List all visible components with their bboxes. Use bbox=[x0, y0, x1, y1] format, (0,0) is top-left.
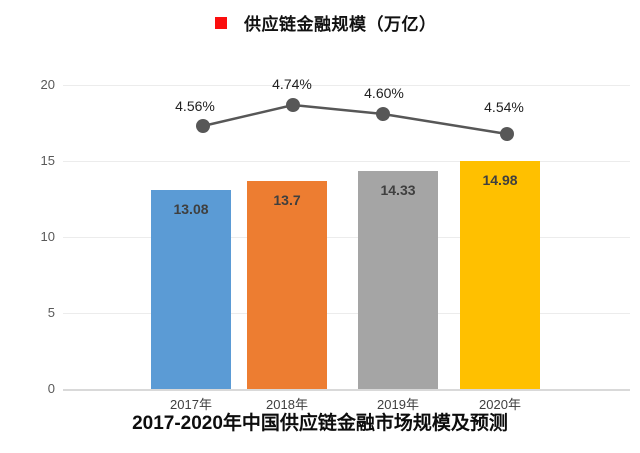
bar bbox=[247, 181, 327, 389]
bar bbox=[151, 190, 231, 389]
y-tick-label: 5 bbox=[47, 305, 55, 320]
growth-line-point bbox=[376, 107, 390, 121]
y-tick-label: 0 bbox=[47, 381, 55, 396]
growth-rate-line bbox=[202, 103, 508, 136]
bar bbox=[460, 161, 540, 389]
bar-value-label: 14.33 bbox=[380, 182, 416, 198]
gridline bbox=[63, 313, 630, 314]
chart-title: 2017-2020年中国供应链金融市场规模及预测 bbox=[132, 413, 508, 434]
growth-line-point bbox=[286, 98, 300, 112]
growth-point-label: 4.54% bbox=[484, 99, 524, 115]
y-tick-label: 10 bbox=[40, 229, 55, 244]
bar bbox=[358, 171, 438, 389]
bar-value-label: 14.98 bbox=[482, 172, 518, 188]
x-axis-line bbox=[63, 389, 630, 391]
bar-value-label: 13.08 bbox=[173, 201, 209, 217]
growth-point-label: 4.74% bbox=[272, 76, 312, 92]
legend-label: 供应链金融规模（万亿） bbox=[244, 15, 437, 34]
x-tick-label: 2018年 bbox=[266, 397, 308, 412]
growth-line-point bbox=[196, 119, 210, 133]
growth-line-point bbox=[500, 127, 514, 141]
gridline bbox=[63, 161, 630, 162]
x-tick-label: 2017年 bbox=[170, 397, 212, 412]
gridline bbox=[63, 85, 630, 86]
x-tick-label: 2020年 bbox=[479, 397, 521, 412]
bar-value-label: 13.7 bbox=[273, 192, 301, 208]
legend: 供应链金融规模（万亿） bbox=[215, 10, 437, 35]
y-tick-label: 15 bbox=[40, 153, 55, 168]
growth-point-label: 4.56% bbox=[175, 98, 215, 114]
gridline bbox=[63, 237, 630, 238]
x-tick-label: 2019年 bbox=[377, 397, 419, 412]
growth-point-label: 4.60% bbox=[364, 85, 404, 101]
legend-red-square-icon bbox=[215, 16, 227, 29]
y-tick-label: 20 bbox=[40, 77, 55, 92]
